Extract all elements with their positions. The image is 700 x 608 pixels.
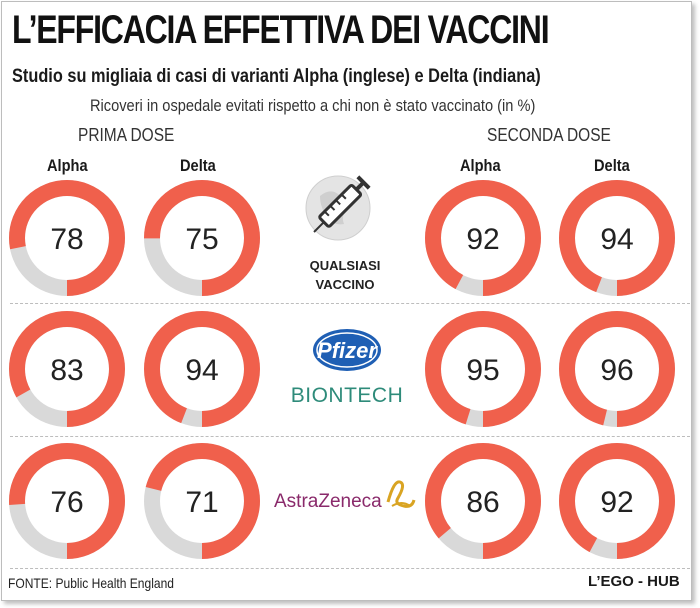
any-vaccine-line-1: QUALSIASI (309, 258, 381, 273)
donut-value-label: 75 (185, 223, 218, 256)
donut-value-arc (425, 311, 541, 427)
donut-value-arc (144, 180, 260, 296)
chart-note: Ricoveri in ospedale evitati rispetto a … (90, 96, 536, 115)
biontech-logo-text: BIONTECH (291, 384, 404, 407)
first-dose-heading: PRIMA DOSE (78, 125, 175, 145)
donut-value-arc (9, 311, 125, 427)
donut-delta-second-dose: 94 (559, 180, 675, 296)
variant-label-first-alpha: Alpha (47, 156, 88, 175)
donut-value-arc (425, 180, 541, 296)
any-vaccine-line-2: VACCINO (315, 277, 375, 292)
astrazeneca-logo: AstraZeneca (274, 480, 416, 512)
astrazeneca-symbol-icon (386, 480, 416, 508)
donut-value-label: 95 (466, 354, 499, 387)
donut-value-label: 92 (466, 223, 499, 256)
donut-delta-first-dose: 94 (144, 311, 260, 427)
donut-value-arc (9, 180, 125, 296)
pfizer-logo-text: Pfizer (317, 338, 378, 363)
donut-delta-second-dose: 92 (559, 443, 675, 559)
row-divider (10, 436, 690, 437)
donut-value-label: 71 (185, 486, 218, 519)
donut-value-label: 78 (50, 223, 83, 256)
donut-alpha-second-dose: 86 (425, 443, 541, 559)
donut-alpha-first-dose: 83 (9, 311, 125, 427)
pfizer-biontech-logo: Pfizer BIONTECH (291, 329, 404, 407)
donut-value-arc (559, 180, 675, 296)
donut-alpha-second-dose: 92 (425, 180, 541, 296)
variant-label-second-alpha: Alpha (460, 156, 501, 175)
donut-value-label: 86 (466, 486, 499, 519)
page-title: L’EFFICACIA EFFETTIVA DEI VACCINI (12, 8, 550, 52)
variant-label-second-delta: Delta (594, 156, 630, 175)
donut-value-label: 76 (50, 486, 83, 519)
donut-value-label: 92 (600, 486, 633, 519)
donut-alpha-first-dose: 76 (9, 443, 125, 559)
donut-delta-first-dose: 75 (144, 180, 260, 296)
second-dose-heading: SECONDA DOSE (487, 125, 611, 145)
donut-value-label: 94 (185, 354, 218, 387)
astrazeneca-logo-text: AstraZeneca (274, 491, 382, 512)
brand-logo: L’EGO - HUB (588, 573, 680, 590)
donut-value-arc (9, 443, 125, 559)
donut-value-arc (559, 311, 675, 427)
donut-delta-first-dose: 71 (144, 443, 260, 559)
donut-value-arc (559, 443, 675, 559)
donut-value-arc (144, 443, 260, 559)
donut-value-arc (425, 443, 541, 559)
source-note: FONTE: Public Health England (8, 575, 174, 591)
donut-delta-second-dose: 96 (559, 311, 675, 427)
footer-divider (10, 568, 690, 569)
donut-value-label: 96 (600, 354, 633, 387)
donut-value-label: 83 (50, 354, 83, 387)
donut-value-label: 94 (600, 223, 633, 256)
donut-alpha-second-dose: 95 (425, 311, 541, 427)
any-vaccine-label: QUALSIASI VACCINO (300, 256, 390, 294)
donut-value-arc (144, 311, 260, 427)
donut-alpha-first-dose: 78 (9, 180, 125, 296)
variant-label-first-delta: Delta (180, 156, 216, 175)
syringe-globe-icon (305, 175, 371, 241)
subtitle: Studio su migliaia di casi di varianti A… (12, 66, 541, 87)
row-divider (10, 303, 690, 304)
